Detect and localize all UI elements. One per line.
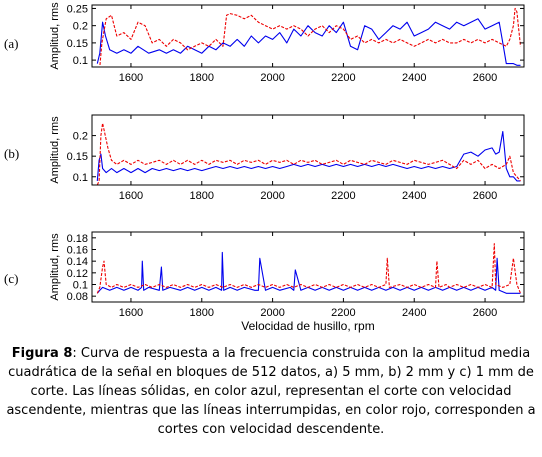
x-tick-label-c: 2600 xyxy=(473,307,497,319)
x-tick-label-a: 2000 xyxy=(260,72,284,84)
panel-label-a: (a) xyxy=(4,36,19,51)
caption-text: : Curva de respuesta a la frecuencia con… xyxy=(6,346,536,437)
caption-label: Figura 8 xyxy=(11,346,73,361)
series-c-dashed xyxy=(96,243,522,294)
axes-box-a xyxy=(91,4,525,68)
x-tick-label-c: 1600 xyxy=(119,307,143,319)
y-tick-label-a: 0.1 xyxy=(73,55,88,67)
y-axis-label-a: Amplitud, rms xyxy=(49,2,61,70)
y-axis-label-c: Amplitud, rms xyxy=(49,233,61,301)
x-tick-label-a: 1600 xyxy=(119,72,143,84)
y-tick-label-c: 0.16 xyxy=(67,245,88,257)
x-tick-label-a: 1800 xyxy=(190,72,214,84)
series-b-solid xyxy=(96,130,521,182)
x-tick-label-b: 1600 xyxy=(119,190,143,202)
y-tick-label-b: 0.1 xyxy=(73,172,88,184)
series-a-solid xyxy=(96,18,521,66)
panel-label-c: (c) xyxy=(4,271,19,286)
x-tick-label-c: 2200 xyxy=(331,307,355,319)
y-tick-label-c: 0.12 xyxy=(67,268,88,280)
axes-box-b xyxy=(91,114,525,186)
x-tick-label-c: 1800 xyxy=(190,307,214,319)
y-tick-label-a: 0.15 xyxy=(67,38,88,50)
y-tick-label-c: 0.14 xyxy=(67,256,88,268)
y-tick-label-a: 0.25 xyxy=(67,3,88,15)
y-tick-label-c: 0.18 xyxy=(67,233,88,245)
y-tick-label-a: 0.2 xyxy=(73,21,88,33)
series-b-dashed xyxy=(96,122,521,186)
series-c-solid xyxy=(96,251,521,294)
x-tick-label-a: 2600 xyxy=(473,72,497,84)
y-tick-label-b: 0.2 xyxy=(73,131,88,143)
y-axis-label-b: Amplitud, rms xyxy=(49,116,61,184)
y-tick-label-b: 0.15 xyxy=(67,151,88,163)
x-tick-label-b: 2200 xyxy=(331,190,355,202)
charts-canvas: 1600 1800 2000 2200 2400 2600 0.1 0.15 0.2 0.25 Am… xyxy=(49,2,525,333)
x-tick-label-b: 2600 xyxy=(473,190,497,202)
x-tick-label-c: 2000 xyxy=(260,307,284,319)
x-tick-label-b: 2000 xyxy=(260,190,284,202)
x-tick-label-b: 1800 xyxy=(190,190,214,202)
panel-label-b: (b) xyxy=(4,146,20,161)
x-tick-label-a: 2400 xyxy=(402,72,426,84)
x-axis-label-c: Velocidad de husillo, rpm xyxy=(241,319,374,333)
figure-caption: Figura 8: Curva de respuesta a la frecue… xyxy=(6,344,536,439)
y-tick-label-c: 0.1 xyxy=(73,280,88,292)
axes-box-c xyxy=(91,231,525,303)
x-tick-label-c: 2400 xyxy=(402,307,426,319)
y-tick-label-c: 0.08 xyxy=(67,291,88,303)
series-a-dashed xyxy=(97,7,522,68)
x-tick-label-b: 2400 xyxy=(402,190,426,202)
x-tick-label-a: 2200 xyxy=(331,72,355,84)
